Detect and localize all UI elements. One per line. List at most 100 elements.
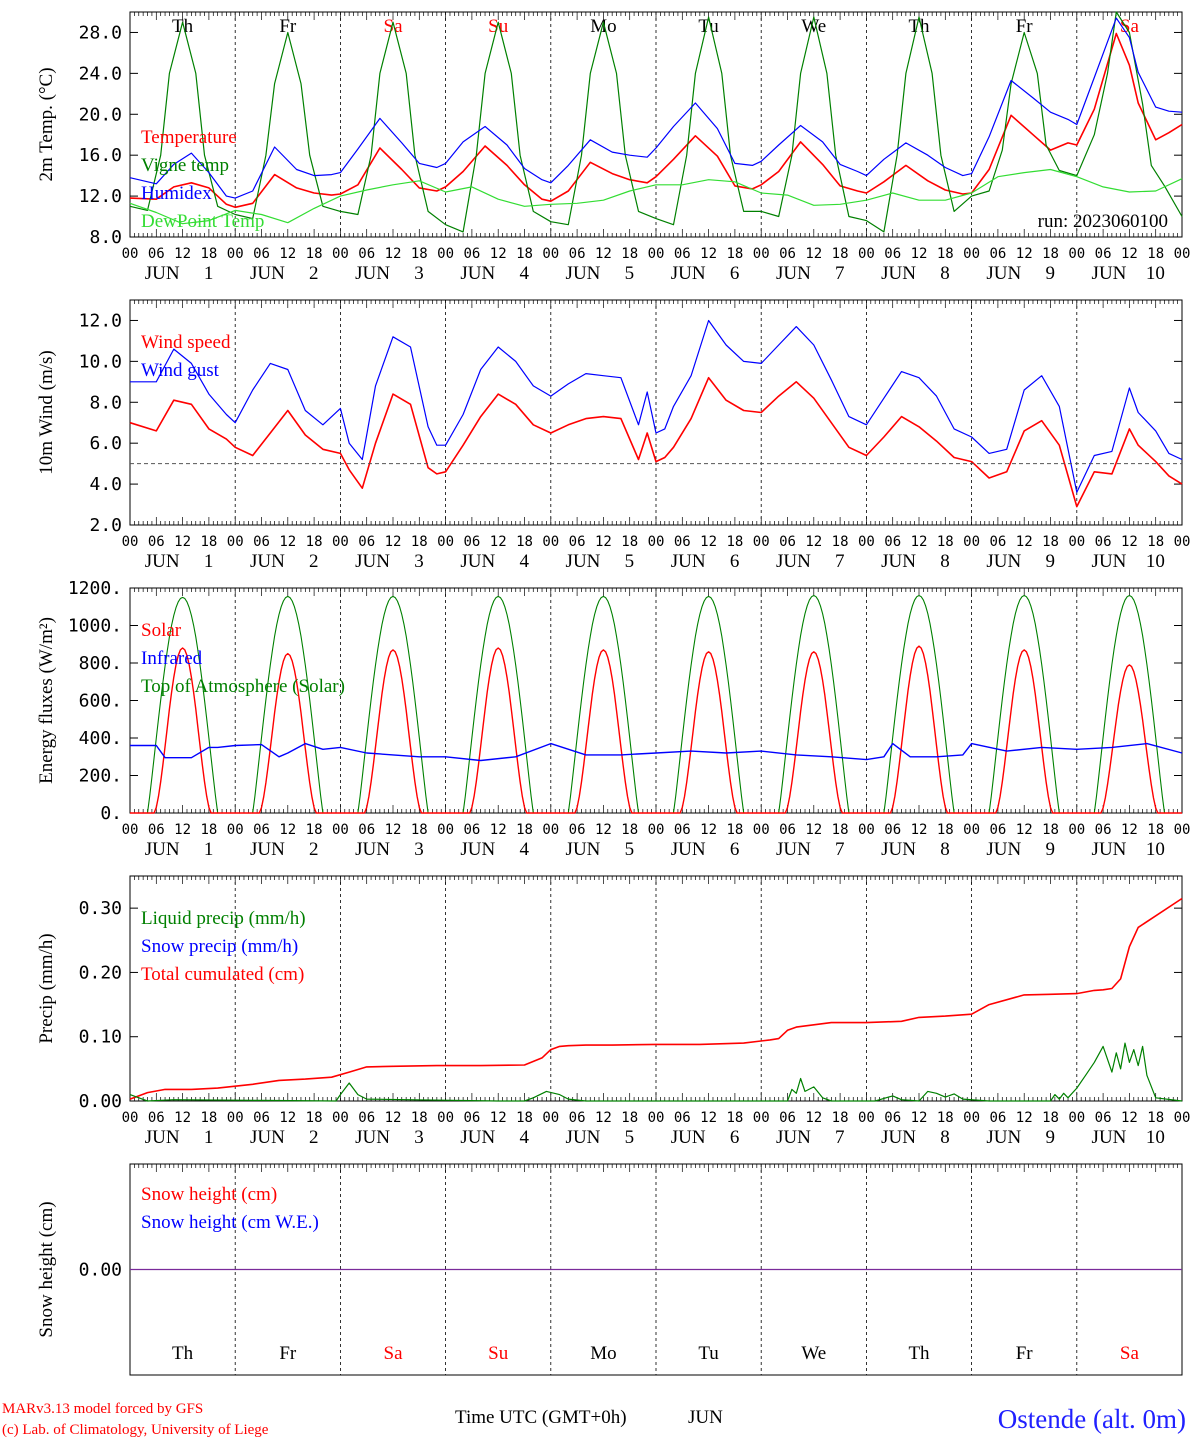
hour-tick-label: 06: [884, 534, 901, 550]
date-month-label: JUN: [881, 839, 916, 860]
hour-tick-label: 00: [753, 822, 770, 838]
hour-tick-label: 06: [779, 246, 796, 262]
date-day-label: 2: [309, 551, 319, 572]
legend-entry: Solar: [141, 620, 182, 641]
legend-entry: Liquid precip (mm/h): [141, 908, 306, 929]
date-day-label: 3: [414, 839, 424, 860]
date-month-label: JUN: [881, 551, 916, 572]
series-total-cumulated-cm-: [129, 897, 1183, 1100]
hour-tick-label: 12: [595, 822, 612, 838]
date-month-label: JUN: [460, 263, 495, 284]
y-tick-label: 0.00: [79, 1260, 122, 1281]
hour-tick-label: 06: [1095, 1110, 1112, 1126]
hour-tick-label: 06: [884, 1110, 901, 1126]
date-day-label: 1: [204, 551, 214, 572]
hour-tick-label: 18: [621, 534, 638, 550]
date-month-label: JUN: [566, 839, 601, 860]
date-month-label: JUN: [1092, 263, 1127, 284]
hour-tick-label: 06: [884, 822, 901, 838]
y-tick-label: 8.0: [89, 227, 122, 248]
hour-tick-label: 12: [805, 1110, 822, 1126]
credit-line-2: (c) Lab. of Climatology, University of L…: [2, 1422, 269, 1438]
date-month-label: JUN: [145, 551, 180, 572]
series-temperature: [129, 32, 1183, 209]
hour-tick-label: 12: [490, 246, 507, 262]
series-humidex: [129, 17, 1183, 199]
y-axis-label: 2m Temp. (°C): [36, 67, 57, 181]
hour-tick-label: 12: [700, 822, 717, 838]
hour-tick-label: 06: [253, 1110, 270, 1126]
hour-tick-label: 18: [200, 534, 217, 550]
y-tick-label: 20.0: [79, 104, 122, 125]
hour-tick-label: 00: [227, 822, 244, 838]
y-axis-label: 10m Wind (m/s): [36, 350, 57, 475]
series-dewpoint-temp: [129, 168, 1183, 225]
hour-tick-label: 00: [437, 534, 454, 550]
hour-tick-label: 06: [989, 822, 1006, 838]
date-day-label: 8: [940, 1127, 950, 1148]
hour-tick-label: 18: [306, 534, 323, 550]
legend-entry: Infrared: [141, 648, 203, 669]
hour-tick-label: 12: [279, 1110, 296, 1126]
series-infrared: [130, 742, 1183, 762]
date-month-label: JUN: [776, 1127, 811, 1148]
hour-tick-label: 00: [1068, 822, 1085, 838]
hour-tick-label: 00: [1068, 1110, 1085, 1126]
y-tick-label: 600.: [79, 691, 122, 712]
hour-tick-label: 06: [253, 534, 270, 550]
date-month-label: JUN: [250, 263, 285, 284]
hour-tick-label: 18: [411, 534, 428, 550]
hour-tick-label: 12: [279, 246, 296, 262]
hour-tick-label: 18: [516, 246, 533, 262]
hour-tick-label: 06: [148, 1110, 165, 1126]
hour-tick-label: 06: [779, 1110, 796, 1126]
hour-tick-label: 12: [1016, 1110, 1033, 1126]
hour-tick-label: 00: [332, 1110, 349, 1126]
hour-tick-label: 00: [542, 822, 559, 838]
legend-entry: Top of Atmosphere (Solar): [141, 676, 345, 697]
date-day-label: 8: [940, 263, 950, 284]
date-day-label: 8: [940, 551, 950, 572]
hour-tick-label: 12: [595, 246, 612, 262]
y-tick-label: 8.0: [89, 392, 122, 413]
legend-entry: Snow height (cm): [141, 1184, 277, 1205]
y-tick-label: 4.0: [89, 474, 122, 495]
day-abbr: Th: [172, 16, 194, 37]
day-abbr: Sa: [384, 16, 404, 37]
hour-tick-label: 06: [148, 822, 165, 838]
hour-tick-label: 12: [385, 534, 402, 550]
hour-tick-label: 00: [1068, 534, 1085, 550]
date-day-label: 3: [414, 263, 424, 284]
date-day-label: 7: [835, 1127, 845, 1148]
y-tick-label: 2.0: [89, 515, 122, 536]
hour-tick-label: 06: [674, 246, 691, 262]
credit-line-1: MARv3.13 model forced by GFS: [2, 1401, 203, 1417]
date-month-label: JUN: [986, 263, 1021, 284]
date-month-label: JUN: [145, 1127, 180, 1148]
hour-tick-label: 00: [858, 246, 875, 262]
date-month-label: JUN: [881, 1127, 916, 1148]
date-day-label: 1: [204, 839, 214, 860]
hour-tick-label: 06: [569, 822, 586, 838]
hour-tick-label: 12: [1121, 822, 1138, 838]
day-abbr: Su: [488, 1343, 509, 1364]
hour-tick-label: 18: [832, 246, 849, 262]
hour-tick-label: 00: [332, 246, 349, 262]
legend-entry: DewPoint Temp: [141, 211, 264, 232]
hour-tick-label: 00: [1174, 246, 1191, 262]
hour-tick-label: 00: [227, 1110, 244, 1126]
day-abbr: Th: [908, 1343, 930, 1364]
hour-tick-label: 12: [174, 1110, 191, 1126]
hour-tick-label: 00: [332, 534, 349, 550]
series-liquid-precip-mm-h-: [129, 1042, 1183, 1102]
hour-tick-label: 06: [569, 534, 586, 550]
hour-tick-label: 18: [306, 822, 323, 838]
y-tick-label: 6.0: [89, 433, 122, 454]
hour-tick-label: 00: [963, 1110, 980, 1126]
hour-tick-label: 06: [1095, 822, 1112, 838]
hour-tick-label: 12: [490, 1110, 507, 1126]
date-day-label: 1: [204, 263, 214, 284]
hour-tick-label: 18: [200, 822, 217, 838]
